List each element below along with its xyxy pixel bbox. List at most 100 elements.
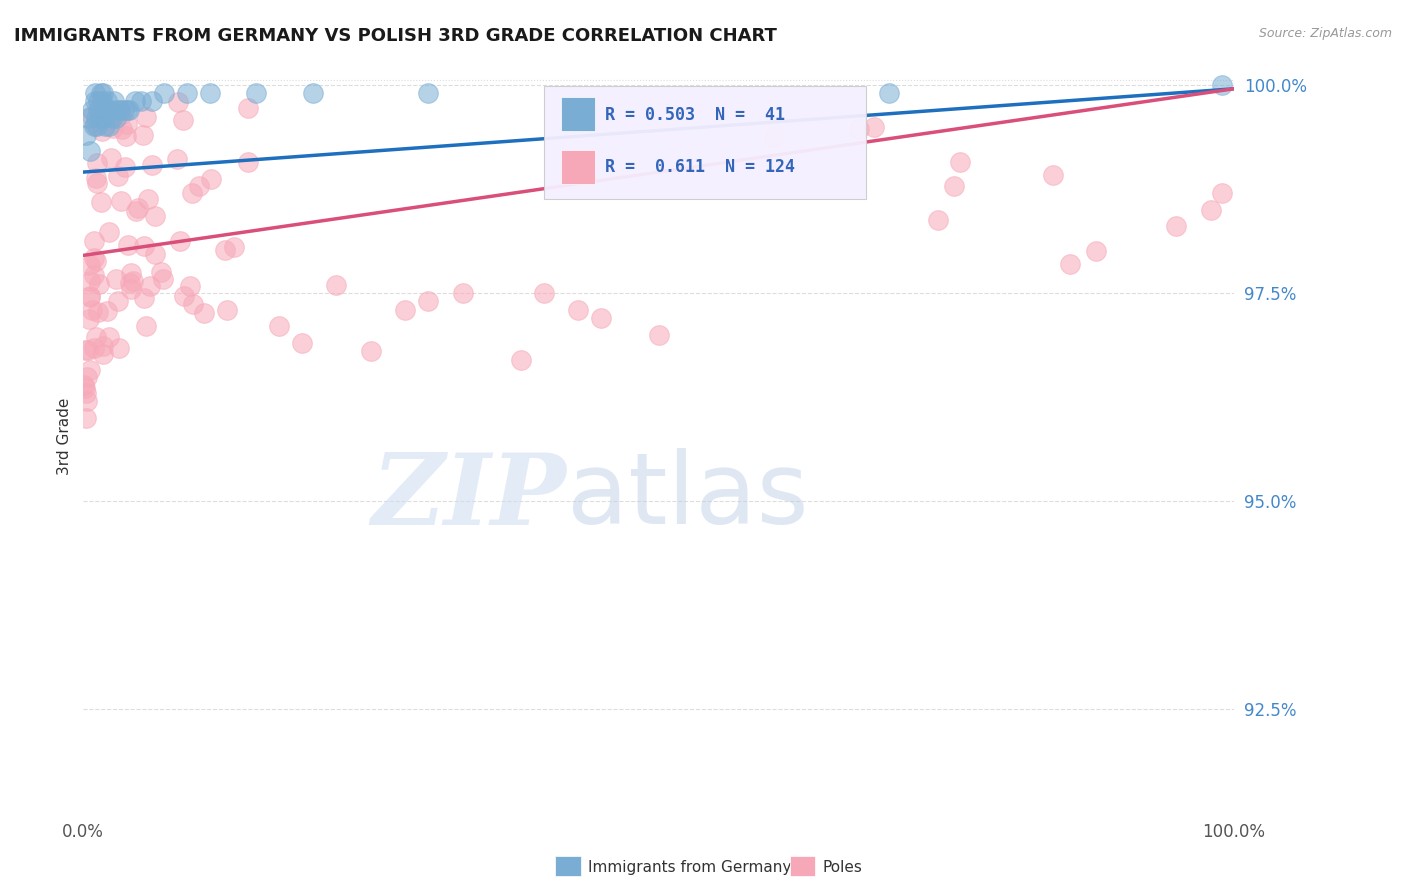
Point [89, 111, 111, 125]
Point [83, 341, 105, 355]
Point [451, 285, 474, 300]
Point [129, 95, 152, 109]
Point [83, 120, 105, 134]
Point [105, 272, 128, 286]
Text: atlas: atlas [567, 449, 808, 545]
Point [79, 363, 101, 377]
Point [143, 209, 166, 223]
Point [127, 201, 149, 215]
Point [108, 103, 131, 117]
Point [149, 265, 172, 279]
Point [75, 381, 97, 395]
Point [591, 310, 613, 325]
Point [103, 95, 125, 109]
Text: R = 0.503  N =  41: R = 0.503 N = 41 [605, 105, 785, 124]
Text: IMMIGRANTS FROM GERMANY VS POLISH 3RD GRADE CORRELATION CHART: IMMIGRANTS FROM GERMANY VS POLISH 3RD GR… [14, 27, 778, 45]
Point [418, 294, 440, 309]
Point [79, 289, 101, 303]
Point [125, 203, 148, 218]
Point [84, 111, 107, 125]
Point [86, 120, 108, 134]
Point [96, 95, 118, 109]
Point [110, 194, 132, 208]
Point [86, 155, 108, 169]
Point [84, 329, 107, 343]
Point [101, 120, 124, 135]
Point [100, 152, 122, 166]
Point [94, 120, 117, 134]
Point [135, 319, 157, 334]
Point [107, 103, 129, 117]
Point [131, 128, 153, 142]
Point [107, 293, 129, 308]
Point [93, 347, 115, 361]
Point [83, 268, 105, 283]
Point [360, 344, 382, 359]
Point [82, 103, 104, 117]
Point [83, 86, 105, 100]
Point [647, 327, 669, 342]
Point [86, 170, 108, 185]
Point [96, 304, 118, 318]
Point [245, 86, 267, 100]
Point [120, 282, 142, 296]
Point [120, 266, 142, 280]
Bar [561, 97, 595, 131]
Point [949, 154, 972, 169]
Point [848, 122, 870, 136]
Point [114, 160, 136, 174]
Text: Immigrants from Germany: Immigrants from Germany [588, 860, 792, 874]
Point [863, 120, 886, 134]
Point [90, 101, 112, 115]
Point [152, 272, 174, 286]
Point [97, 120, 120, 134]
Point [98, 103, 121, 117]
Point [114, 128, 136, 143]
Point [181, 297, 204, 311]
Point [132, 291, 155, 305]
Point [418, 86, 440, 100]
Point [107, 169, 129, 183]
Point [1059, 256, 1081, 270]
Point [115, 103, 138, 117]
Point [83, 234, 105, 248]
Point [236, 101, 259, 115]
Point [96, 103, 118, 117]
Point [215, 303, 238, 318]
Point [84, 118, 107, 132]
Point [198, 86, 221, 100]
Text: ZIP: ZIP [371, 449, 567, 545]
Point [104, 111, 127, 125]
Point [79, 258, 101, 272]
Point [77, 312, 100, 326]
Point [90, 86, 112, 100]
Point [200, 171, 222, 186]
Point [75, 410, 97, 425]
Point [394, 302, 416, 317]
Point [238, 155, 260, 169]
Point [1042, 169, 1064, 183]
Point [567, 302, 589, 317]
Point [115, 117, 138, 131]
Point [98, 330, 121, 344]
Point [762, 130, 785, 145]
Point [118, 103, 141, 117]
Point [118, 276, 141, 290]
Point [86, 254, 108, 268]
Point [166, 152, 188, 166]
Point [291, 335, 314, 350]
Point [110, 108, 132, 122]
Point [93, 111, 115, 125]
Point [169, 234, 191, 248]
Point [73, 377, 96, 392]
Point [110, 121, 132, 136]
Point [141, 95, 163, 109]
Point [325, 277, 347, 292]
Point [927, 213, 949, 227]
Point [1199, 202, 1222, 217]
Point [134, 238, 156, 252]
Point [91, 112, 114, 126]
Point [97, 225, 120, 239]
Point [135, 110, 157, 124]
Point [108, 341, 131, 355]
